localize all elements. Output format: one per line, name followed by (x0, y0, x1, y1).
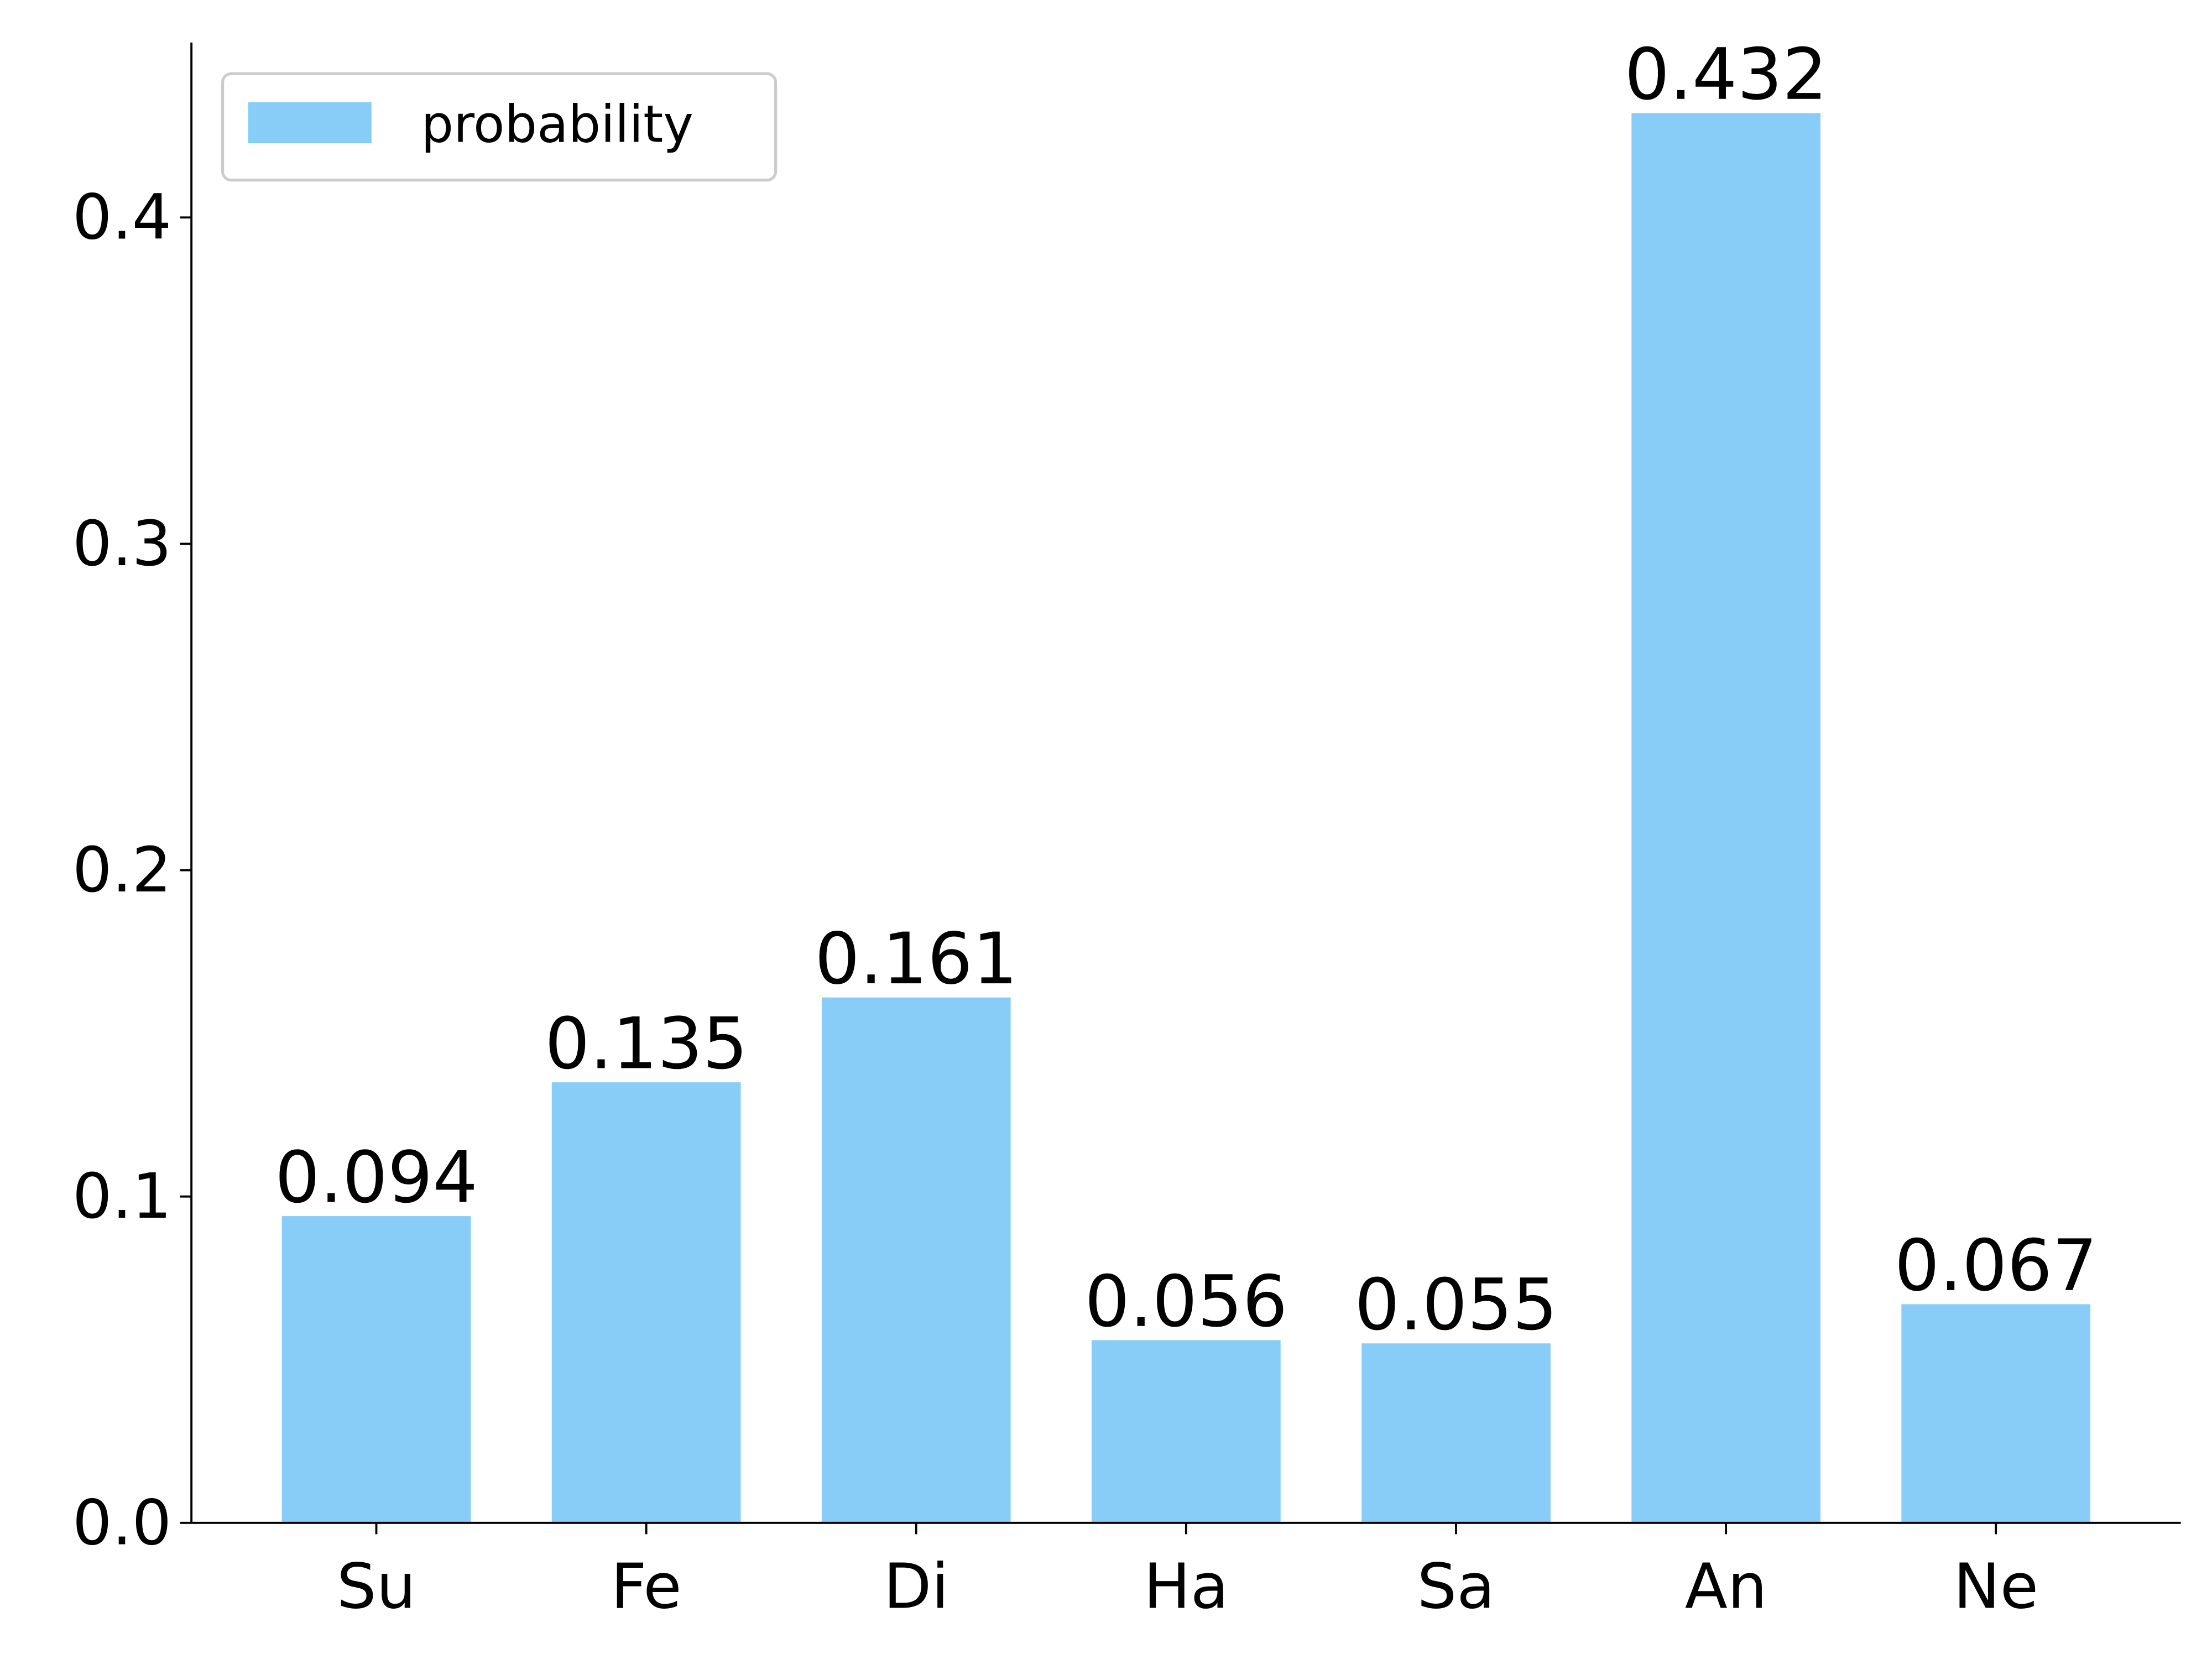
legend-label: probability (421, 94, 693, 154)
x-tick-label: Su (337, 1550, 416, 1623)
x-tick-label: Fe (611, 1550, 682, 1623)
y-tick-label: 0.1 (72, 1160, 171, 1233)
bar (1901, 1304, 2091, 1523)
y-tick-label: 0.3 (72, 507, 171, 580)
y-tick-label: 0.4 (72, 181, 171, 254)
legend-box (221, 72, 778, 182)
x-tick-label: Ne (1953, 1550, 2038, 1623)
bar (1631, 113, 1820, 1523)
x-tick-label: Di (884, 1550, 949, 1623)
value-label: 0.094 (275, 1136, 478, 1219)
legend-swatch (248, 102, 372, 143)
value-label: 0.067 (1895, 1225, 2098, 1307)
value-label: 0.135 (545, 1003, 748, 1086)
value-label: 0.161 (815, 918, 1018, 1000)
bar (281, 1216, 471, 1523)
x-tick-label: Sa (1417, 1550, 1495, 1623)
bar (1361, 1343, 1551, 1523)
value-label: 0.432 (1625, 34, 1828, 116)
bar (551, 1082, 741, 1523)
x-tick-label: Ha (1144, 1550, 1229, 1623)
y-tick-label: 0.0 (72, 1486, 171, 1559)
x-tick-label: An (1685, 1550, 1767, 1623)
value-label: 0.056 (1084, 1261, 1287, 1343)
value-label: 0.055 (1354, 1264, 1557, 1347)
bar (821, 997, 1011, 1523)
bar (1092, 1340, 1281, 1523)
y-tick-label: 0.2 (72, 833, 171, 906)
